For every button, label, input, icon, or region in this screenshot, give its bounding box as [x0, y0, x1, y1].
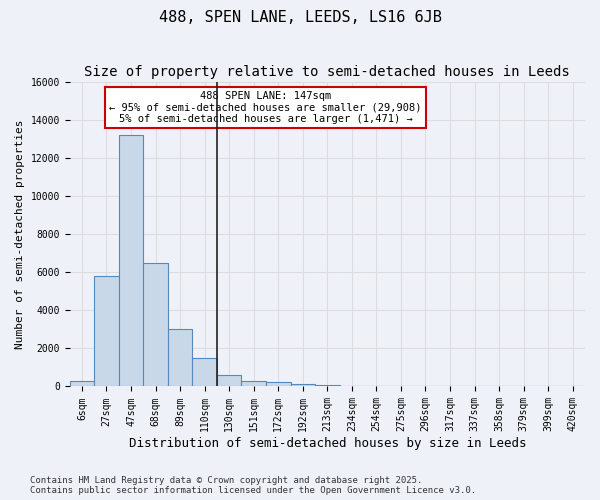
Bar	[217, 375, 241, 386]
Bar	[193, 358, 217, 386]
Text: 488, SPEN LANE, LEEDS, LS16 6JB: 488, SPEN LANE, LEEDS, LS16 6JB	[158, 10, 442, 25]
Y-axis label: Number of semi-detached properties: Number of semi-detached properties	[15, 120, 25, 349]
Bar	[241, 381, 266, 386]
X-axis label: Distribution of semi-detached houses by size in Leeds: Distribution of semi-detached houses by …	[128, 437, 526, 450]
Bar	[119, 135, 143, 386]
Bar	[143, 262, 168, 386]
Bar	[94, 276, 119, 386]
Title: Size of property relative to semi-detached houses in Leeds: Size of property relative to semi-detach…	[85, 65, 570, 79]
Bar	[70, 381, 94, 386]
Bar	[315, 384, 340, 386]
Text: 488 SPEN LANE: 147sqm
← 95% of semi-detached houses are smaller (29,908)
5% of s: 488 SPEN LANE: 147sqm ← 95% of semi-deta…	[109, 90, 422, 124]
Bar	[266, 382, 290, 386]
Text: Contains HM Land Registry data © Crown copyright and database right 2025.
Contai: Contains HM Land Registry data © Crown c…	[30, 476, 476, 495]
Bar	[168, 330, 193, 386]
Bar	[290, 384, 315, 386]
